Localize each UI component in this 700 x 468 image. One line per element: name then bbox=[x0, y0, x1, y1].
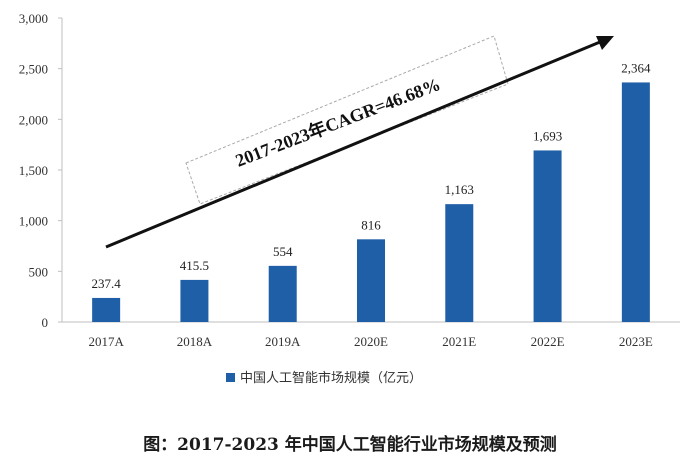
x-tick-2023E: 2023E bbox=[619, 334, 653, 349]
value-label-2020E: 816 bbox=[361, 217, 381, 232]
legend: 中国人工智能市场规模（亿元） bbox=[226, 370, 422, 386]
x-tick-2020E: 2020E bbox=[354, 334, 388, 349]
y-tick-0: 0 bbox=[42, 315, 49, 330]
legend-label: 中国人工智能市场规模（亿元） bbox=[240, 370, 422, 386]
value-label-2023E: 2,364 bbox=[621, 60, 651, 75]
x-tick-2022E: 2022E bbox=[531, 334, 565, 349]
bar-2020E bbox=[357, 239, 385, 322]
trend-arrow-head bbox=[596, 36, 614, 50]
value-label-2019A: 554 bbox=[273, 244, 293, 259]
legend-swatch bbox=[226, 373, 235, 382]
y-tick-2000: 2,000 bbox=[19, 112, 48, 127]
bar-2019A bbox=[268, 265, 297, 322]
x-tick-2017A: 2017A bbox=[88, 334, 124, 349]
bar-2022E bbox=[533, 150, 562, 322]
cagr-annotation: 2017-2023年CAGR=46.68% bbox=[185, 35, 509, 205]
trend-arrow-line bbox=[105, 40, 601, 249]
bar-series bbox=[92, 82, 650, 322]
cagr-box bbox=[185, 35, 509, 205]
value-label-2017A: 237.4 bbox=[92, 276, 122, 291]
y-tick-1000: 1,000 bbox=[19, 214, 48, 229]
x-tick-labels: 2017A 2018A 2019A 2020E 2021E 2022E 2023E bbox=[88, 334, 652, 349]
x-tick-2019A: 2019A bbox=[265, 334, 301, 349]
bar-2021E bbox=[445, 204, 474, 322]
bar-2018A bbox=[180, 279, 209, 322]
y-tick-2500: 2,500 bbox=[19, 62, 48, 77]
bar-2017A bbox=[92, 297, 121, 322]
value-label-2018A: 415.5 bbox=[180, 258, 209, 273]
bar-2023E bbox=[621, 82, 650, 322]
value-label-2021E: 1,163 bbox=[445, 182, 474, 197]
value-label-2022E: 1,693 bbox=[533, 128, 562, 143]
y-tick-labels: 0 500 1,000 1,500 2,000 2,500 3,000 bbox=[19, 11, 62, 330]
y-tick-3000: 3,000 bbox=[19, 11, 48, 26]
y-tick-1500: 1,500 bbox=[19, 163, 48, 178]
figure-caption: 图：2017-2023 年中国人工智能行业市场规模及预测 bbox=[143, 435, 557, 455]
x-tick-2018A: 2018A bbox=[177, 334, 213, 349]
value-labels: 237.4 415.5 554 816 1,163 1,693 2,364 bbox=[92, 60, 651, 290]
x-tick-2021E: 2021E bbox=[442, 334, 476, 349]
trend-arrow bbox=[105, 36, 614, 249]
y-tick-500: 500 bbox=[29, 264, 49, 279]
